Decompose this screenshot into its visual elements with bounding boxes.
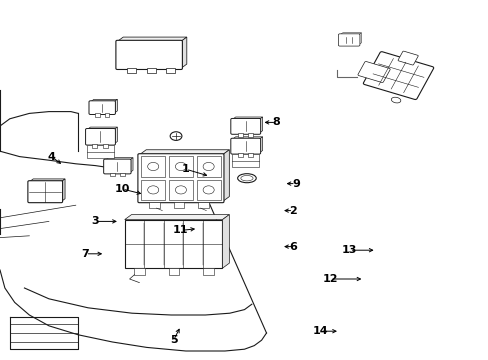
Polygon shape (181, 37, 186, 68)
Text: 7: 7 (81, 249, 89, 259)
Text: 11: 11 (173, 225, 188, 235)
Polygon shape (61, 179, 65, 202)
Bar (196, 156, 220, 177)
Polygon shape (339, 33, 361, 35)
FancyBboxPatch shape (116, 40, 182, 69)
Bar (149, 202, 160, 208)
Polygon shape (124, 215, 229, 220)
Ellipse shape (237, 174, 256, 183)
Bar (203, 268, 213, 275)
Polygon shape (114, 99, 117, 113)
Text: 5: 5 (169, 335, 177, 345)
Bar (232, 154, 259, 167)
Text: 13: 13 (341, 245, 357, 255)
Bar (134, 268, 145, 275)
Polygon shape (232, 117, 262, 120)
Bar (127, 68, 136, 73)
Bar (95, 113, 100, 117)
FancyBboxPatch shape (138, 154, 224, 203)
FancyBboxPatch shape (89, 101, 115, 114)
Circle shape (175, 162, 186, 171)
Bar (92, 144, 97, 148)
Text: 3: 3 (91, 216, 99, 226)
Text: 2: 2 (289, 206, 297, 216)
Text: 14: 14 (312, 326, 327, 336)
Bar (248, 153, 253, 157)
Polygon shape (222, 150, 229, 202)
Polygon shape (259, 137, 262, 153)
Circle shape (203, 186, 214, 194)
Bar (120, 173, 124, 176)
Bar (104, 113, 109, 117)
Polygon shape (105, 158, 133, 160)
Polygon shape (29, 179, 65, 182)
FancyBboxPatch shape (28, 181, 62, 203)
Bar (169, 156, 192, 177)
Circle shape (147, 162, 159, 171)
Bar (168, 268, 179, 275)
Polygon shape (358, 33, 361, 45)
Circle shape (203, 162, 214, 171)
Polygon shape (87, 127, 117, 130)
Polygon shape (129, 158, 133, 173)
Polygon shape (232, 137, 262, 139)
FancyBboxPatch shape (338, 34, 359, 46)
Circle shape (170, 132, 182, 140)
FancyBboxPatch shape (363, 52, 433, 99)
FancyBboxPatch shape (357, 62, 389, 82)
Circle shape (175, 186, 186, 194)
Polygon shape (259, 117, 262, 133)
Circle shape (147, 186, 159, 194)
Bar (110, 173, 115, 176)
Text: 8: 8 (272, 117, 280, 127)
Bar (141, 180, 165, 200)
Polygon shape (117, 37, 186, 41)
Bar (237, 133, 242, 137)
FancyBboxPatch shape (397, 51, 417, 65)
Bar (196, 180, 220, 200)
Bar (169, 180, 192, 200)
Bar (198, 202, 208, 208)
Bar (166, 68, 175, 73)
FancyBboxPatch shape (103, 159, 131, 174)
Ellipse shape (390, 97, 400, 103)
Bar (146, 68, 155, 73)
Bar (103, 144, 108, 148)
Text: 10: 10 (114, 184, 130, 194)
Bar (248, 133, 253, 137)
FancyBboxPatch shape (230, 138, 260, 154)
Polygon shape (114, 127, 117, 144)
Polygon shape (222, 215, 229, 268)
Bar (124, 220, 222, 268)
Ellipse shape (240, 175, 253, 181)
Bar (173, 202, 184, 208)
Bar (141, 156, 165, 177)
Bar (87, 145, 114, 158)
Text: 4: 4 (47, 152, 55, 162)
Text: 1: 1 (182, 164, 189, 174)
Text: 9: 9 (291, 179, 299, 189)
FancyBboxPatch shape (230, 118, 260, 134)
Polygon shape (139, 150, 229, 155)
FancyBboxPatch shape (85, 129, 115, 145)
Text: 6: 6 (289, 242, 297, 252)
Polygon shape (90, 99, 117, 102)
Text: 12: 12 (322, 274, 337, 284)
Bar (237, 153, 242, 157)
